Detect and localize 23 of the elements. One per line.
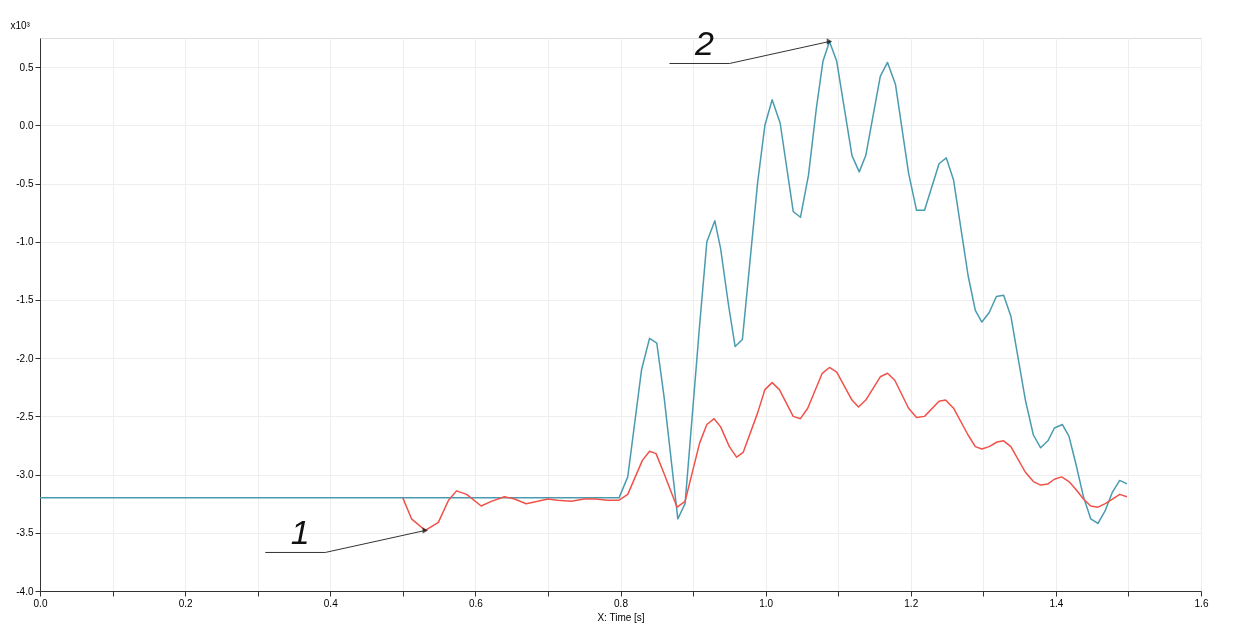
y-tick-label: 0.5	[19, 61, 34, 73]
y-tick-label: -3.5	[16, 527, 34, 539]
y-tick-label: -4.0	[16, 585, 34, 597]
y-tick-label: -3.0	[16, 469, 34, 481]
x-tick-label: 0.0	[33, 597, 48, 609]
annotation: 1	[290, 513, 310, 552]
y-tick-label: -2.0	[16, 352, 34, 364]
x-axis-title: X: Time [s]	[597, 611, 645, 623]
y-tick-label: -1.5	[16, 294, 34, 306]
x-tick-label: 0.6	[468, 597, 484, 609]
x-tick-label: 0.8	[614, 597, 629, 609]
y-axis-title: x10³	[10, 19, 31, 31]
x-tick-label: 1.2	[904, 597, 919, 609]
x-tick-label: 1.6	[1194, 597, 1209, 609]
x-tick-label: 0.2	[178, 597, 194, 609]
x-tick-label: 1.4	[1049, 597, 1064, 609]
y-tick-label: -2.5	[16, 410, 34, 422]
y-tick-label: -0.5	[16, 178, 34, 190]
x-tick-label: 0.4	[323, 597, 339, 609]
y-tick-label: -1.0	[16, 236, 34, 248]
y-tick-label: 0.0	[19, 119, 34, 131]
x-tick-label: 1.0	[759, 597, 774, 609]
annotation: 2	[694, 24, 715, 63]
